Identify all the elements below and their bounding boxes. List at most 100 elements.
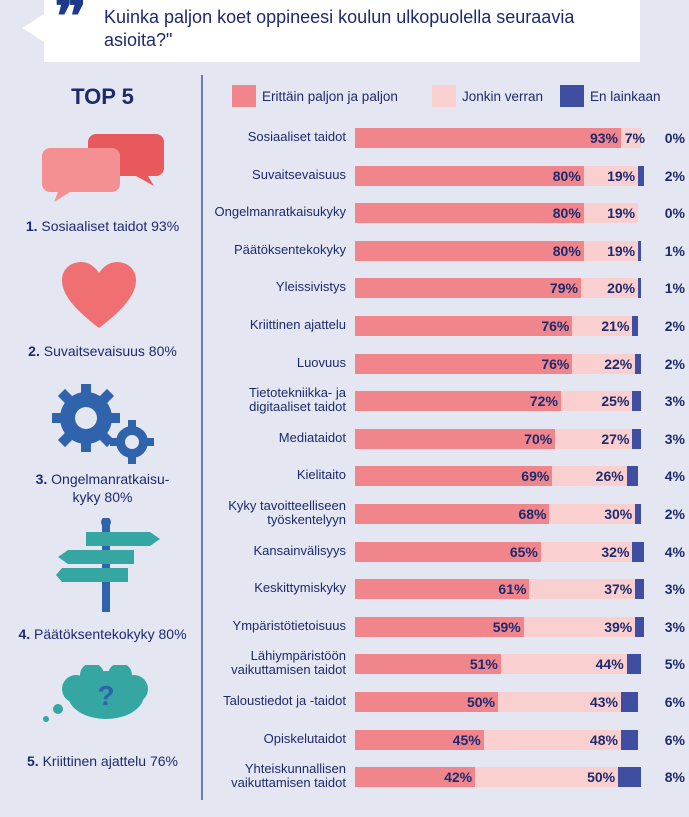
value-label-ei: 2% [664,318,685,334]
bar-segment-erittain [355,428,556,449]
bar-segment-ei [620,692,639,712]
value-label-jonkin: 25% [601,393,630,410]
bar-segment-erittain [355,466,553,487]
legend-label-ei: En lainkaan [590,88,661,104]
chart-row: Lähiympäristöön vaikuttamisen taidot 51% 44… [203,644,689,682]
value-label-jonkin: 50% [587,769,616,786]
value-label-erittain: 72% [529,393,558,410]
bar-segment-jonkin [583,240,639,261]
stacked-bar [355,767,641,788]
value-label-erittain: 50% [466,694,495,710]
value-label-jonkin: 48% [589,731,618,748]
category-label-line: Yleissivistys [275,279,346,295]
bar-segment-ei [626,466,639,487]
chart-row: Taloustiedot ja -taidot 50% 43% 6% [203,682,689,720]
category-label-line: Taloustiedot ja -taidot [223,693,346,708]
value-label-erittain: 76% [541,318,570,334]
category-label-line: Kyky tavoitteelliseen [228,498,346,513]
legend-swatch-erittain [232,85,256,107]
bar-segment-erittain [355,692,498,712]
value-label-ei: 1% [664,242,685,259]
category-label: Taloustiedot ja -taidot [196,682,346,720]
value-label-ei: 2% [664,355,685,372]
value-label-ei: 6% [664,694,685,710]
bar-segment-jonkin [498,692,621,712]
bar-segment-jonkin [529,579,636,600]
value-label-ei: 6% [664,731,685,748]
category-label: Päätöksentekokyky [196,231,346,269]
chart-row: Opiskelutaidot 45% 48% 6% [203,720,689,758]
speech-bubbles-icon [42,134,164,202]
legend-swatch-ei [560,85,584,107]
top5-item-3: 3. Ongelmanratkaisu-kyky 80% [35,471,170,505]
bar-segment-ei [635,504,641,524]
category-label-line: Lähiympäristöön [250,648,346,664]
value-label-erittain: 80% [552,242,581,259]
bar-segment-ei [632,541,644,562]
question-text: Kuinka paljon koet oppineesi koulun ulko… [104,7,575,50]
bar-segment-jonkin [560,391,633,412]
stacked-bar [355,391,641,412]
value-label-jonkin: 37% [604,581,633,598]
category-label-line: digitaaliset taidot [249,399,346,415]
category-label: Mediataidot [196,419,346,457]
chart-row: Mediataidot 70% 27% 3% [203,419,689,457]
bar-segment-ei [632,316,639,336]
stacked-bar [355,692,641,712]
value-label-erittain: 80% [552,205,581,222]
bar-segment-jonkin [572,353,636,374]
category-label-line: työskentelyyn [267,512,346,527]
value-label-jonkin: 30% [604,506,633,522]
bar-segment-erittain [355,767,476,788]
stacked-bar [355,353,641,374]
chart-row: Kriittinen ajattelu 76% 21% 2% [203,306,689,344]
category-label-line: Kielitaito [296,467,346,483]
legend-ei: En lainkaan [560,84,661,108]
value-label-jonkin: 22% [604,355,633,372]
category-label: Ympäristötietoisuus [196,607,346,645]
category-label: Kyky tavoitteelliseen työskentelyyn [196,494,346,532]
stacked-bar [355,616,644,637]
category-label: Yhteiskunnallisen vaikuttamisen taidot [196,757,346,795]
bar-segment-ei [632,428,641,449]
category-label: Kansainvälisyys [196,532,347,570]
legend-jonkin: Jonkin verran [432,84,543,108]
chart-row: Keskittymiskyky 61% 37% 3% [203,569,689,607]
stacked-bar [355,729,641,750]
category-label-line: Ympäristötietoisuus [232,617,346,633]
value-label-jonkin: 19% [607,167,636,184]
bar-segment-erittain [355,128,621,148]
value-label-ei: 0% [664,205,685,222]
stacked-bar [355,466,641,487]
bar-segment-ei [635,616,644,637]
value-label-ei: 3% [664,393,685,410]
category-label: Kriittinen ajattelu [196,306,346,344]
bar-segment-jonkin [572,316,633,336]
chart-row: Yhteiskunnallisen vaikuttamisen taidot 42%… [203,757,689,795]
bar-segment-ei [638,278,641,299]
category-label: Yleissivistys [196,268,346,306]
category-label: Kielitaito [196,456,346,494]
top5-panel: TOP 5 1. Sosiaaliset taidot 93% 2. Suvai… [0,70,205,817]
stacked-bar [355,579,644,600]
stacked-bar [355,165,644,186]
category-label: Keskittymiskyky [196,569,346,607]
value-label-erittain: 42% [444,769,473,786]
value-label-erittain: 93% [589,130,618,146]
chart-row: Kansainvälisyys 65% 32% 4% [203,532,689,570]
bar-segment-ei [635,353,641,374]
chart-row: Luovuus 76% 22% 2% [203,344,689,382]
category-label-line: Tietotekniikka- ja [248,385,346,401]
bar-segment-erittain [355,579,530,600]
bar-segment-erittain [355,278,581,299]
gears-icon [52,384,154,464]
bar-segment-erittain [355,203,584,224]
value-label-ei: 8% [664,769,685,786]
bar-segment-erittain [355,541,541,562]
bar-segment-jonkin [549,504,636,524]
bar-segment-ei [620,729,639,750]
top5-item-5: 5. Kriittinen ajattelu 76% [27,753,178,769]
value-label-jonkin: 32% [601,543,630,560]
value-label-jonkin: 7% [624,130,645,146]
value-label-erittain: 80% [552,167,581,184]
